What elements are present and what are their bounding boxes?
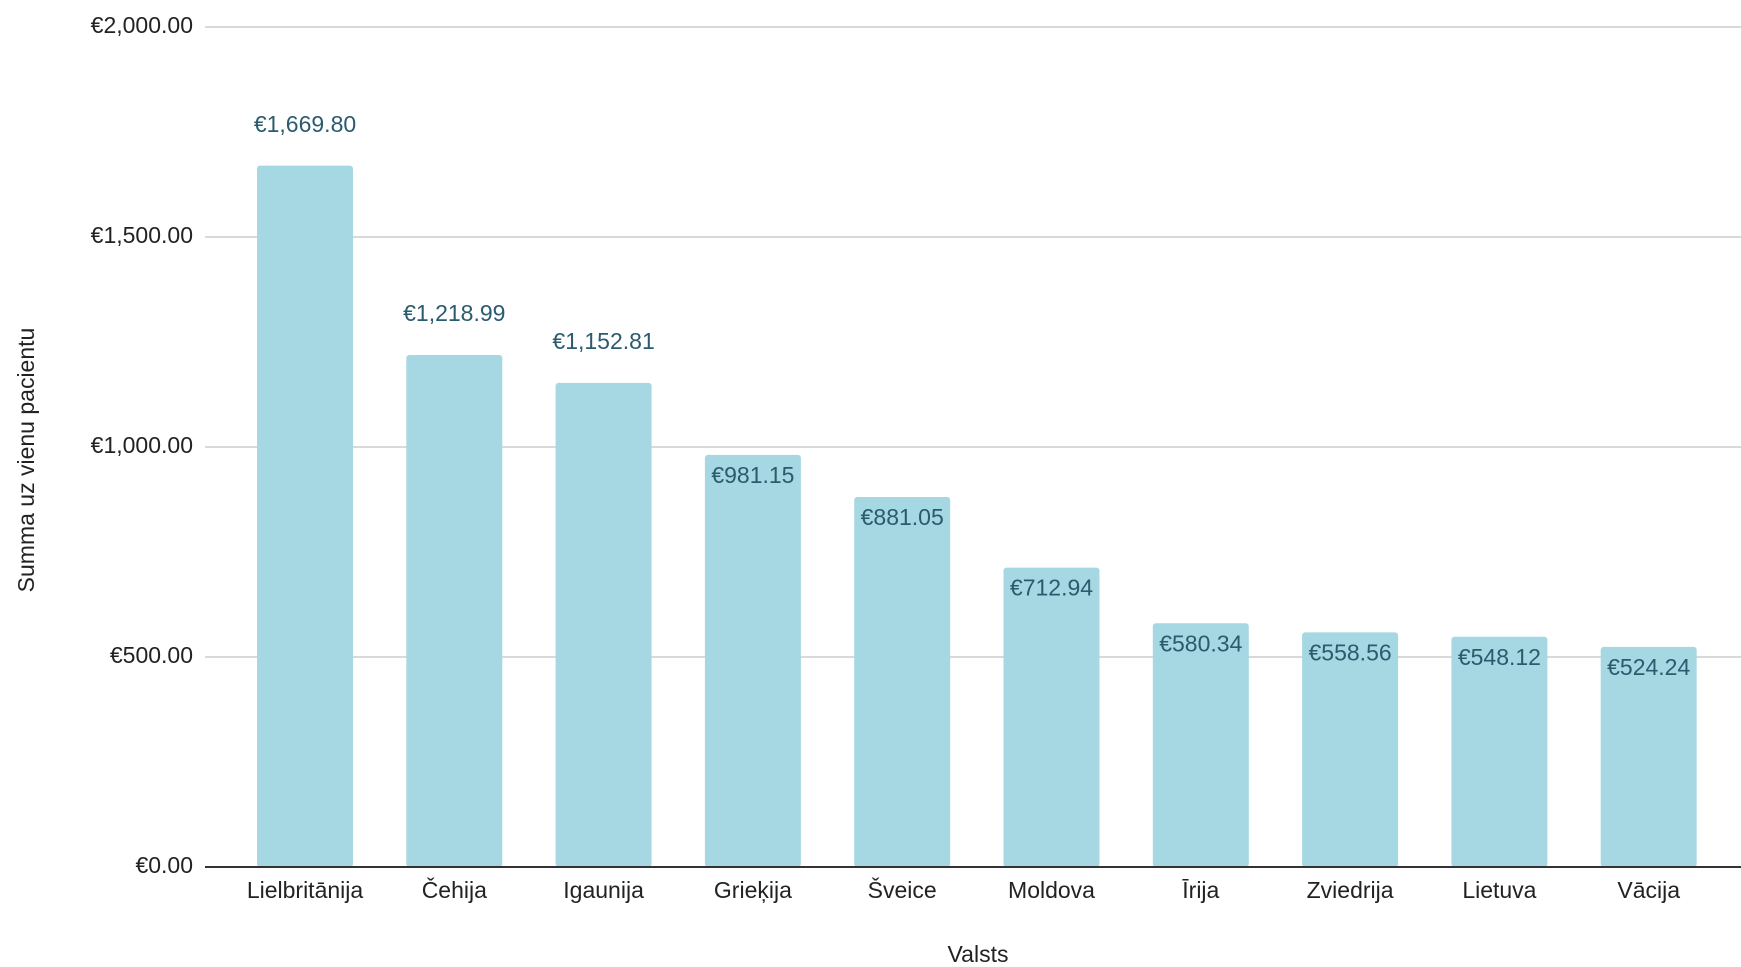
data-label: €1,669.80 <box>254 111 356 137</box>
data-label: €712.94 <box>1010 575 1093 601</box>
y-tick-label: €0.00 <box>135 852 193 878</box>
data-label: €981.15 <box>711 462 794 488</box>
x-tick-label: Čehija <box>422 876 487 903</box>
data-label: €1,152.81 <box>552 328 654 354</box>
y-tick-label: €2,000.00 <box>91 12 193 38</box>
bar <box>854 496 951 867</box>
y-axis-title: Summa uz vienu pacientu <box>13 328 39 593</box>
bar <box>555 382 652 867</box>
data-label: €558.56 <box>1309 639 1392 665</box>
bar <box>704 454 801 867</box>
x-tick-label: Zviedrija <box>1307 877 1394 903</box>
y-tick-label: €1,000.00 <box>91 432 193 458</box>
x-tick-label: Īrija <box>1182 877 1219 903</box>
data-label: €548.12 <box>1458 644 1541 670</box>
x-tick-label: Lielbritānija <box>247 877 364 903</box>
bar <box>1152 623 1249 867</box>
bar <box>1451 636 1548 867</box>
x-tick-label: Vācija <box>1617 877 1680 903</box>
y-tick-label: €1,500.00 <box>91 222 193 248</box>
x-tick-label: Šveice <box>868 876 937 903</box>
data-label: €580.34 <box>1159 630 1242 656</box>
y-tick-label: €500.00 <box>110 642 193 668</box>
bar <box>257 165 353 867</box>
data-label: €881.05 <box>861 504 944 530</box>
data-label: €524.24 <box>1607 654 1690 680</box>
x-axis-title: Valsts <box>948 941 1009 967</box>
x-tick-label: Grieķija <box>714 877 792 903</box>
bar <box>406 355 503 867</box>
data-label: €1,218.99 <box>403 300 505 326</box>
bar <box>1003 567 1100 867</box>
x-tick-label: Moldova <box>1008 877 1095 903</box>
bar <box>1302 632 1399 867</box>
x-tick-label: Lietuva <box>1462 877 1536 903</box>
bar <box>1600 646 1697 867</box>
x-tick-label: Igaunija <box>563 877 644 903</box>
